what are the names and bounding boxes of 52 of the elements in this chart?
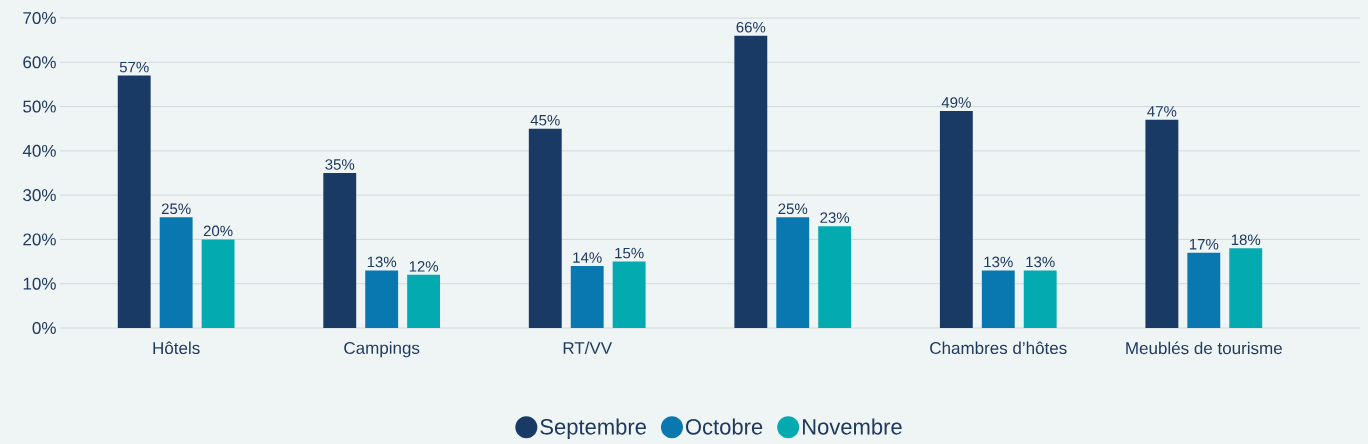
data-label: 12% (409, 261, 439, 272)
bar (323, 172, 357, 328)
x-tick-label: RT/VV (563, 341, 613, 355)
data-label: 20% (203, 225, 233, 237)
data-label: 23% (820, 212, 850, 223)
bar (201, 239, 235, 328)
bar (1023, 270, 1057, 328)
data-label: 13% (1026, 256, 1055, 268)
y-tick-label: 60% (23, 56, 56, 69)
data-label: 49% (941, 97, 971, 108)
legend-label: Octobre (685, 418, 763, 435)
bar (117, 75, 151, 328)
x-tick-label: Chambres d’hôtes (930, 341, 1067, 355)
data-label: 57% (119, 61, 149, 73)
bar (1145, 119, 1179, 328)
bar (570, 265, 604, 328)
y-tick-label: 70% (23, 11, 56, 25)
data-label: 35% (325, 159, 355, 170)
bar (1187, 252, 1221, 328)
legend-label: Novembre (803, 418, 902, 435)
data-label: 15% (615, 247, 644, 259)
bar (818, 226, 852, 328)
y-tick-label: 0% (32, 321, 56, 335)
data-label: 18% (1231, 234, 1261, 246)
data-label: 25% (161, 203, 191, 215)
bar (734, 35, 768, 328)
data-label: 47% (1147, 106, 1177, 117)
data-label: 13% (367, 256, 397, 268)
bar (612, 261, 646, 328)
data-label: 17% (1189, 239, 1219, 250)
x-tick-label: Campings (344, 341, 420, 358)
bar (939, 110, 973, 328)
bar (528, 128, 562, 328)
y-tick-label: 30% (23, 189, 56, 202)
y-tick-label: 20% (23, 233, 56, 246)
bar (407, 274, 441, 328)
legend-label: Septembre (540, 418, 646, 439)
y-tick-label: 50% (23, 100, 56, 113)
bar (1229, 248, 1263, 328)
bar (365, 270, 399, 328)
data-label: 66% (736, 21, 766, 33)
bar (981, 270, 1015, 328)
data-label: 13% (984, 256, 1013, 268)
bar (776, 217, 810, 328)
x-tick-label: Hôtels (153, 341, 200, 355)
x-tick-label: Meublés de tourisme (1126, 341, 1282, 355)
y-tick-label: 40% (22, 144, 56, 157)
y-tick-label: 10% (23, 277, 56, 290)
data-label: 45% (530, 114, 560, 126)
data-label: 14% (573, 252, 602, 263)
data-label: 25% (778, 203, 808, 215)
bar (159, 217, 193, 328)
